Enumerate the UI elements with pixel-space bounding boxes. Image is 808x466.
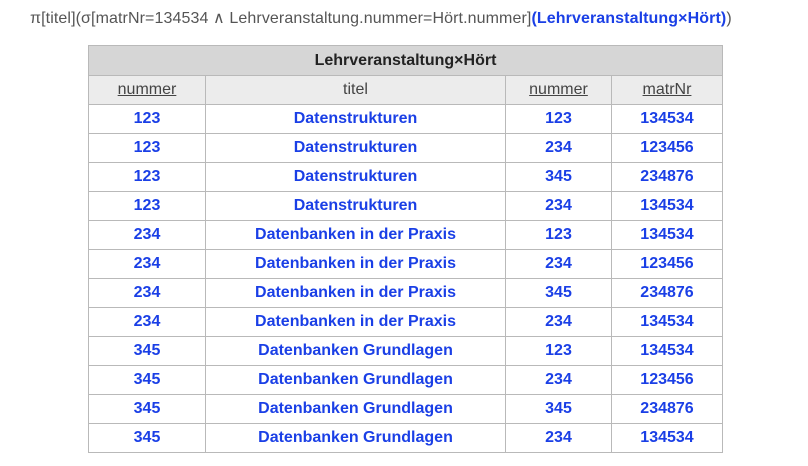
table-cell: Datenbanken Grundlagen (205, 394, 506, 424)
table-row: 234 Datenbanken in der Praxis 345 234876 (88, 278, 723, 308)
table-header-row: nummer titel nummer matrNr (88, 75, 723, 105)
table-cell: 234 (88, 278, 206, 308)
table-cell: Datenbanken in der Praxis (205, 220, 506, 250)
column-header: nummer (505, 75, 612, 105)
table-cell: 234 (88, 249, 206, 279)
table-cell: 123 (88, 133, 206, 163)
table-body: 123 Datenstrukturen 123 134534 123 Datenstruk… (88, 104, 723, 453)
table-cell: 134534 (611, 307, 723, 337)
table-caption-row: Lehrveranstaltung×Hört (88, 45, 723, 76)
table-cell: 234 (88, 307, 206, 337)
table-cell: 134534 (611, 191, 723, 221)
table-cell: 345 (505, 278, 612, 308)
table-cell: 234 (88, 220, 206, 250)
table-cell: 123 (88, 162, 206, 192)
table-cell: 234876 (611, 162, 723, 192)
table-cell: 123456 (611, 365, 723, 395)
table-row: 123 Datenstrukturen 123 134534 (88, 104, 723, 134)
table-cell: 234 (505, 133, 612, 163)
table-cell: 234 (505, 307, 612, 337)
column-header-label: nummer (529, 81, 588, 98)
table-row: 345 Datenbanken Grundlagen 345 234876 (88, 394, 723, 424)
column-header-label: titel (343, 81, 368, 98)
table-cell: Datenstrukturen (205, 104, 506, 134)
expression-suffix: ) (726, 10, 732, 27)
table-caption: Lehrveranstaltung×Hört (88, 45, 723, 76)
table-cell: 134534 (611, 423, 723, 453)
table-row: 345 Datenbanken Grundlagen 234 134534 (88, 423, 723, 453)
table-cell: Datenbanken Grundlagen (205, 336, 506, 366)
table-row: 345 Datenbanken Grundlagen 123 134534 (88, 336, 723, 366)
table-cell: 345 (505, 394, 612, 424)
relational-algebra-expression: π[titel](σ[matrNr=134534 ∧ Lehrveranstal… (30, 8, 732, 28)
table-cell: 234 (505, 365, 612, 395)
table-cell: Datenbanken in der Praxis (205, 249, 506, 279)
table-cell: 123 (88, 191, 206, 221)
table-cell: 123 (505, 336, 612, 366)
table-cell: 345 (88, 394, 206, 424)
column-header: titel (205, 75, 506, 105)
table-cell: 234 (505, 249, 612, 279)
column-header-label: nummer (117, 81, 177, 98)
result-table: Lehrveranstaltung×Hört nummer titel nummer… (88, 45, 723, 453)
column-header: nummer (88, 75, 206, 105)
table-cell: Datenbanken Grundlagen (205, 365, 506, 395)
table-row: 234 Datenbanken in der Praxis 234 123456 (88, 249, 723, 279)
table-row: 123 Datenstrukturen 345 234876 (88, 162, 723, 192)
table-cell: 345 (88, 423, 206, 453)
table-cell: 134534 (611, 220, 723, 250)
table-row: 123 Datenstrukturen 234 134534 (88, 191, 723, 221)
table-cell: 234876 (611, 394, 723, 424)
table-cell: 234 (505, 191, 612, 221)
table-cell: Datenbanken in der Praxis (205, 307, 506, 337)
table-row: 345 Datenbanken Grundlagen 234 123456 (88, 365, 723, 395)
table-cell: Datenstrukturen (205, 162, 506, 192)
table-cell: 234 (505, 423, 612, 453)
column-header-label: matrNr (642, 81, 692, 98)
table-cell: 123456 (611, 249, 723, 279)
table-cell: Datenbanken in der Praxis (205, 278, 506, 308)
table-cell: 123 (505, 220, 612, 250)
table-cell: 123 (505, 104, 612, 134)
table-cell: Datenstrukturen (205, 191, 506, 221)
table-cell: 234876 (611, 278, 723, 308)
table-row: 123 Datenstrukturen 234 123456 (88, 133, 723, 163)
table-row: 234 Datenbanken in der Praxis 234 134534 (88, 307, 723, 337)
table-row: 234 Datenbanken in der Praxis 123 134534 (88, 220, 723, 250)
table-cell: 345 (505, 162, 612, 192)
table-cell: 345 (88, 336, 206, 366)
expression-prefix: π[titel](σ[matrNr=134534 ∧ Lehrveranstal… (30, 10, 532, 27)
expression-relation: (Lehrveranstaltung×Hört) (531, 10, 727, 27)
column-header: matrNr (611, 75, 723, 105)
table-cell: 123456 (611, 133, 723, 163)
table-cell: Datenstrukturen (205, 133, 506, 163)
table-cell: 123 (88, 104, 206, 134)
table-cell: 345 (88, 365, 206, 395)
table-cell: Datenbanken Grundlagen (205, 423, 506, 453)
table-cell: 134534 (611, 104, 723, 134)
table-cell: 134534 (611, 336, 723, 366)
